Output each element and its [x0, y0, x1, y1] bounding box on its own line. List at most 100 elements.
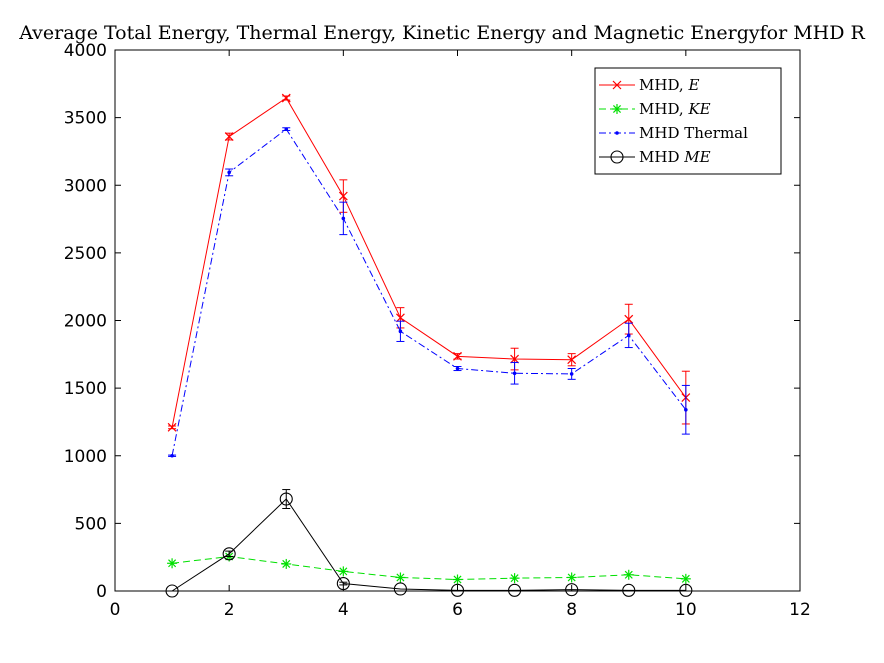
marker-stroke [338, 191, 348, 201]
legend-label: MHD, KE [639, 100, 711, 118]
marker-stroke [282, 559, 291, 568]
data-point [680, 573, 691, 584]
y-tick-label: 1000 [64, 447, 107, 467]
y-tick-label: 4000 [64, 41, 107, 61]
data-point [165, 584, 179, 598]
marker-stroke [510, 354, 520, 364]
marker-stroke [395, 313, 405, 323]
x-tick-label: 6 [452, 600, 463, 620]
data-point [450, 583, 465, 597]
legend-label-text: MHD, [639, 76, 688, 94]
y-tick-label: 3000 [64, 176, 107, 196]
marker-stroke [612, 104, 622, 114]
data-point [512, 371, 517, 376]
marker-stroke [224, 132, 234, 141]
marker-dot [284, 127, 289, 131]
data-point [224, 132, 234, 141]
marker-dot [341, 216, 346, 221]
y-tick-label: 2000 [64, 312, 107, 332]
legend-label-text: MHD Thermal [639, 124, 748, 142]
legend-label: MHD, E [639, 76, 699, 94]
legend-entry: MHD Thermal [599, 124, 748, 142]
series-line-mhd-e [171, 97, 687, 428]
data-point [336, 577, 350, 591]
marker-circle [393, 582, 407, 596]
data-point [395, 572, 406, 583]
y-tick-label: 0 [96, 582, 107, 602]
data-point [565, 583, 579, 597]
data-point [453, 351, 462, 361]
data-point [281, 93, 291, 103]
data-point [455, 366, 460, 371]
legend-label-symbol: KE [687, 100, 710, 118]
y-tick-label: 1500 [64, 379, 107, 399]
plot-layer [165, 93, 693, 598]
series-mhd-thermal [168, 127, 690, 458]
marker-dot [684, 407, 688, 412]
marker-dot [227, 170, 231, 175]
data-point [341, 216, 346, 221]
marker-stroke [168, 559, 177, 568]
marker-circle [450, 583, 465, 597]
marker-circle [222, 547, 236, 561]
legend-label-symbol: ME [683, 148, 710, 166]
data-point [279, 492, 293, 506]
data-point [167, 558, 178, 569]
data-point [395, 313, 405, 323]
error-bar [339, 581, 348, 586]
data-point [679, 583, 693, 597]
data-point [510, 354, 520, 364]
series-line-mhd-ke [172, 556, 686, 581]
legend-marker [615, 131, 619, 135]
series-mhd-me [165, 489, 693, 598]
data-point [626, 333, 631, 338]
marker-dot [569, 372, 574, 376]
marker-stroke [167, 422, 177, 432]
legend-label-text: MHD, [639, 100, 688, 118]
data-point [566, 572, 577, 583]
marker-circle [336, 577, 350, 591]
legend-entry: MHD, E [599, 76, 699, 94]
x-tick-label: 2 [224, 600, 235, 620]
data-point [569, 372, 574, 376]
x-tick-label: 4 [338, 600, 349, 620]
series-mhd-e [167, 93, 691, 432]
data-point [284, 127, 289, 131]
legend-box [594, 67, 782, 175]
data-point [622, 583, 636, 597]
marker-stroke [624, 314, 634, 324]
marker-circle [165, 584, 179, 598]
y-tick-label: 3500 [64, 109, 107, 129]
data-point [508, 583, 522, 597]
marker-stroke [567, 355, 577, 365]
legend-label: MHD ME [639, 148, 711, 166]
chart-title: Average Total Energy, Thermal Energy, Ki… [18, 22, 865, 44]
y-tick-label: 500 [75, 514, 107, 534]
y-tick-label: 2500 [64, 244, 107, 264]
data-point [684, 407, 688, 412]
marker-stroke [624, 570, 633, 579]
error-bar [225, 550, 234, 558]
data-point [170, 453, 174, 458]
marker-stroke [510, 574, 519, 583]
data-point [167, 422, 177, 432]
x-tick-label: 8 [566, 600, 577, 620]
marker-dot [626, 333, 631, 338]
marker-circle [610, 150, 624, 164]
data-point [222, 547, 236, 561]
data-point [398, 329, 403, 334]
axes: 0 2 4 6 8 10 12 0 500 1000 1500 2000 2500 3000 3500 400… [64, 41, 811, 620]
legend-marker [612, 104, 622, 114]
legend-entry: MHD ME [599, 148, 711, 166]
marker-circle [279, 492, 293, 506]
legend-entry: MHD, KE [599, 100, 711, 118]
marker-dot [455, 366, 460, 371]
marker-stroke [453, 575, 462, 584]
marker-circle [508, 583, 522, 597]
x-tick-label: 0 [110, 600, 121, 620]
legend-marker [612, 80, 622, 90]
data-point [624, 314, 634, 324]
marker-circle [565, 583, 579, 597]
